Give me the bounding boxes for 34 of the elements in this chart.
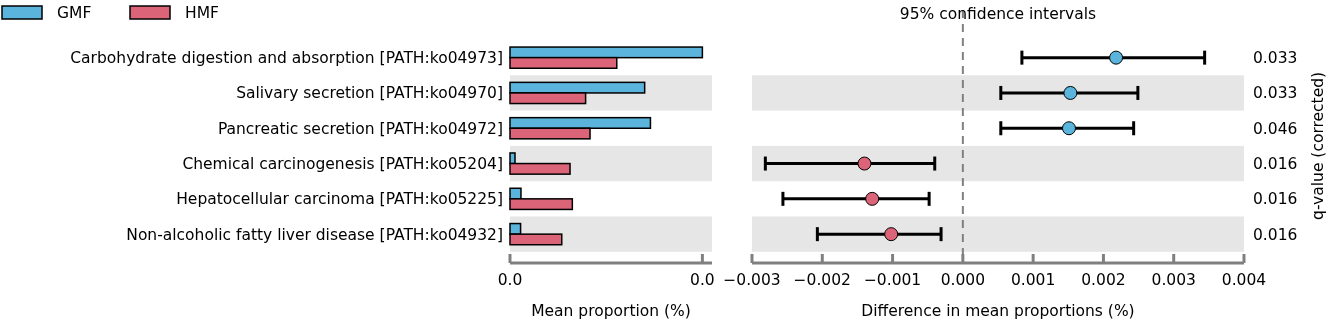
x-tick-label: 0.003 <box>1151 271 1196 289</box>
x-axis-title: Mean proportion (%) <box>531 302 691 320</box>
chart-title: 95% confidence intervals <box>899 5 1097 24</box>
y2-axis-title: q-value (corrected) <box>1309 71 1328 220</box>
x-tick-label: −0.001 <box>863 271 922 289</box>
text: 0.0 <box>690 271 715 289</box>
x-tick-label: 0.002 <box>1081 271 1126 289</box>
point <box>1061 121 1076 136</box>
point <box>1109 50 1124 65</box>
x-tick-label: −0.002 <box>793 271 851 289</box>
point <box>857 156 872 171</box>
legend-label: GMF <box>57 4 92 23</box>
text: 0.046 <box>1253 119 1298 138</box>
x-tick-label: −0.003 <box>723 271 781 289</box>
y-tick-label: Non-alcoholic fatty liver disease [PATH:ko04932] <box>126 225 503 244</box>
text: 0.033 <box>1253 84 1298 103</box>
text: 0.016 <box>1253 190 1298 209</box>
text: 0.0 <box>497 271 523 289</box>
y-tick-label: Salivary secretion [PATH:ko04970] <box>236 84 503 103</box>
y-tick-label: Pancreatic secretion [PATH:ko04972] <box>217 119 503 138</box>
text: 0.016 <box>1253 225 1298 244</box>
x-tick-label: 0.000 <box>940 271 986 289</box>
x-tick-label: 0.001 <box>1010 271 1056 289</box>
point <box>1063 85 1078 100</box>
y-tick-label: Carbohydrate digestion and absorption [PATH:ko04973] <box>70 49 503 68</box>
y-tick-label: Hepatocellular carcinoma [PATH:ko05225] <box>176 190 503 209</box>
x-axis-title: Difference in mean proportions (%) <box>861 302 1135 320</box>
x-tick-label: 0.004 <box>1221 271 1267 289</box>
point <box>884 227 899 242</box>
text: 0.033 <box>1253 49 1298 68</box>
text: 0.016 <box>1253 154 1298 173</box>
legend-label: HMF <box>185 4 220 23</box>
point <box>865 191 880 206</box>
y-tick-label: Chemical carcinogenesis [PATH:ko05204] <box>182 154 503 173</box>
